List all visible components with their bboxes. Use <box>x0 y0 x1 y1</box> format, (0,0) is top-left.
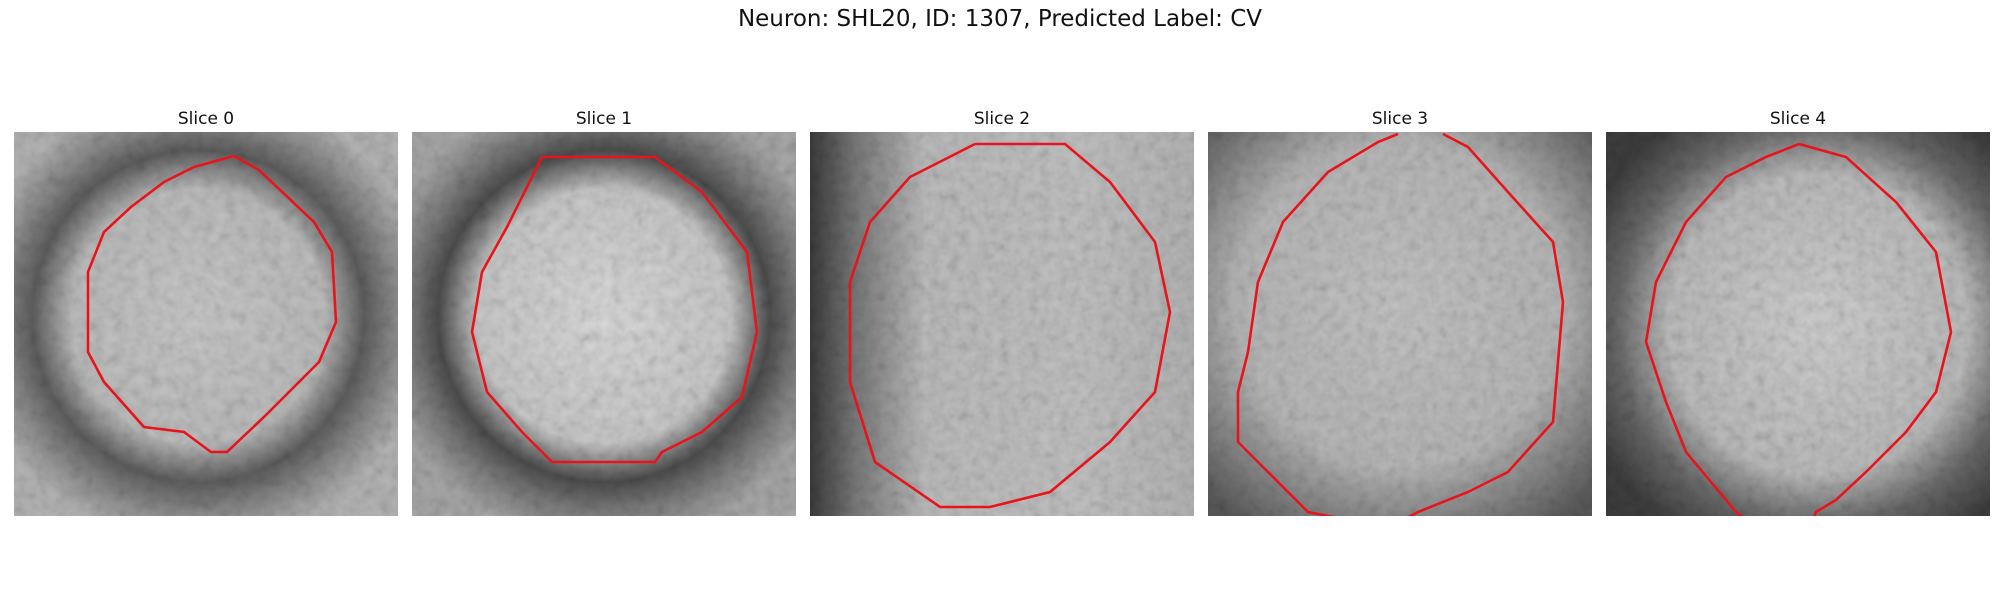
outline-3b <box>1407 132 1565 516</box>
outline-0 <box>86 154 338 454</box>
slice-title: Slice 0 <box>177 109 235 129</box>
slice-panel-0: Slice 0 <box>14 108 398 516</box>
slice-title: Slice 2 <box>973 109 1031 129</box>
slice-image-1 <box>412 132 796 516</box>
slice-panel-2: Slice 2 <box>810 108 1194 516</box>
slice-panel-1: Slice 1 <box>412 108 796 516</box>
slice-image-2 <box>810 132 1194 516</box>
outline-4a <box>1644 142 1800 516</box>
slice-panel-3: Slice 3 <box>1208 108 1592 516</box>
slice-image-0 <box>14 132 398 516</box>
outline-3a <box>1236 132 1399 516</box>
outline-1 <box>470 155 759 464</box>
slice-title: Slice 1 <box>575 109 633 129</box>
slice-title: Slice 4 <box>1769 109 1827 129</box>
figure-title: Neuron: SHL20, ID: 1307, Predicted Label… <box>737 6 1263 32</box>
outline-4b <box>1798 142 1953 516</box>
slice-image-4 <box>1606 132 1990 516</box>
slice-panel-4: Slice 4 <box>1606 108 1990 516</box>
slice-title: Slice 3 <box>1371 109 1429 129</box>
slice-image-3 <box>1208 132 1592 516</box>
outline-2 <box>848 142 1172 509</box>
